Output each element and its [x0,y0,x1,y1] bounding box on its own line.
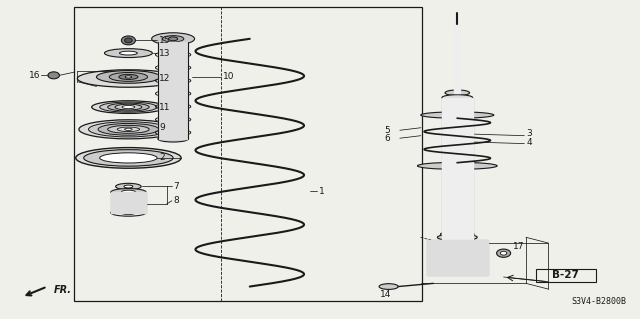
Ellipse shape [92,101,165,114]
Ellipse shape [440,231,474,237]
Text: 4: 4 [526,137,532,146]
Ellipse shape [108,103,149,111]
Text: 6: 6 [385,134,390,143]
Text: 12: 12 [159,74,170,83]
Polygon shape [454,25,461,93]
Ellipse shape [100,102,157,112]
Text: 14: 14 [380,290,391,299]
Ellipse shape [124,185,133,188]
Text: 10: 10 [223,72,234,81]
Bar [111,192,146,213]
Bar [536,269,596,282]
Text: 7: 7 [173,182,179,191]
Text: 11: 11 [159,103,171,112]
Ellipse shape [442,95,472,100]
Text: S3V4-B2800B: S3V4-B2800B [572,297,627,306]
Polygon shape [111,192,146,213]
Text: B-27: B-27 [552,271,579,280]
Bar [442,98,472,253]
Ellipse shape [77,70,179,87]
Ellipse shape [437,234,477,241]
Ellipse shape [445,255,457,261]
Ellipse shape [76,148,181,168]
Ellipse shape [379,284,398,289]
Ellipse shape [500,251,507,255]
Ellipse shape [100,153,157,163]
Ellipse shape [108,125,149,133]
Ellipse shape [119,74,138,79]
Text: 16: 16 [29,71,40,80]
Ellipse shape [122,211,136,215]
Ellipse shape [117,127,140,131]
Text: 2: 2 [159,153,164,162]
Text: 5: 5 [385,126,390,135]
Bar [454,25,461,93]
Ellipse shape [125,38,132,43]
Text: 13: 13 [159,48,171,58]
Ellipse shape [168,37,178,41]
Ellipse shape [163,36,184,42]
Ellipse shape [115,104,142,110]
Bar [427,241,488,275]
Ellipse shape [48,72,60,79]
Polygon shape [442,98,472,253]
Ellipse shape [445,90,470,96]
Polygon shape [158,42,188,139]
Ellipse shape [104,49,152,57]
Ellipse shape [420,112,494,118]
Polygon shape [427,241,488,275]
Ellipse shape [497,249,511,257]
Text: FR.: FR. [54,285,72,295]
Text: 15: 15 [159,36,171,45]
Text: 1: 1 [319,187,324,196]
Ellipse shape [125,128,132,130]
Ellipse shape [111,189,146,196]
Ellipse shape [109,72,148,81]
Ellipse shape [125,76,132,78]
Ellipse shape [158,136,188,142]
Ellipse shape [88,122,168,137]
Ellipse shape [84,150,173,166]
Text: 9: 9 [159,123,165,132]
Ellipse shape [97,70,161,83]
Ellipse shape [445,264,457,271]
Text: 17: 17 [513,242,525,251]
Ellipse shape [111,209,146,216]
Ellipse shape [120,51,138,55]
Text: 8: 8 [173,196,179,205]
Text: 3: 3 [526,129,532,138]
Ellipse shape [122,36,136,45]
Ellipse shape [122,190,136,194]
Ellipse shape [116,183,141,190]
Ellipse shape [417,162,497,169]
Ellipse shape [122,106,135,109]
Ellipse shape [79,120,178,139]
Bar [74,7,422,301]
Ellipse shape [98,123,159,135]
Ellipse shape [152,33,195,45]
